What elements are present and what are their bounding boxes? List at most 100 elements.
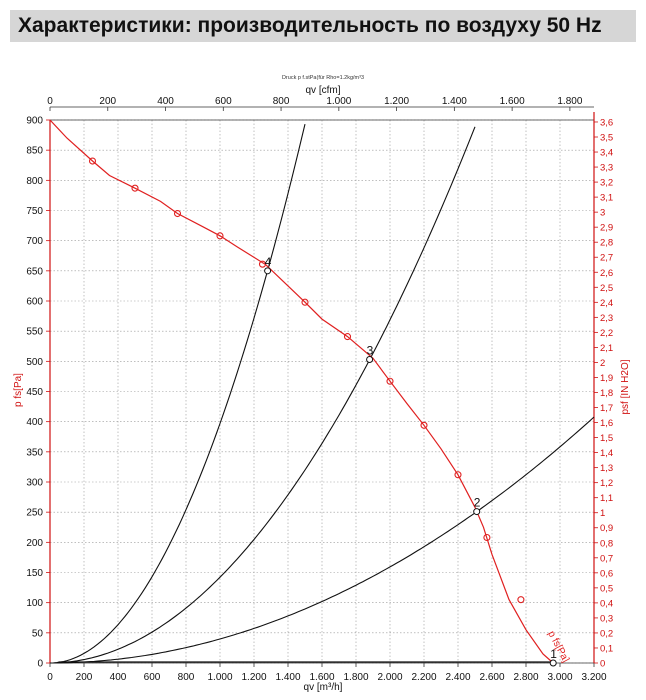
bottom-tick-label: 2.600 [479, 672, 504, 683]
bottom-tick-label: 1.800 [343, 672, 368, 683]
right-tick-label: 1,9 [600, 373, 613, 384]
right-tick-label: 0,1 [600, 643, 613, 654]
system-curve-2 [50, 126, 476, 664]
bottom-tick-label: 2.200 [411, 672, 436, 683]
right-tick-label: 0,3 [600, 613, 613, 624]
fan-curve-marker [386, 377, 394, 385]
bottom-tick-label: 200 [76, 672, 93, 683]
right-tick-label: 0,5 [600, 583, 613, 594]
right-tick-label: 2,5 [600, 283, 613, 294]
fan-curve-marker [88, 157, 97, 165]
bottom-tick-label: 600 [144, 672, 161, 683]
left-tick-label: 700 [26, 236, 43, 247]
grid-lines [49, 119, 595, 664]
right-tick-label: 0,9 [600, 523, 613, 534]
fan-curve-marker [216, 232, 224, 240]
left-tick-label: 350 [26, 447, 43, 458]
left-tick-label: 900 [26, 116, 43, 127]
left-tick-label: 100 [26, 598, 43, 609]
fan-curve-marker [420, 421, 428, 429]
left-tick-label: 400 [26, 417, 43, 428]
right-tick-label: 3 [600, 208, 605, 219]
bottom-tick-label: 400 [110, 672, 127, 683]
right-tick-label: 1,3 [600, 463, 613, 474]
right-tick-label: 1,5 [600, 433, 613, 444]
top-tick-label: 1.200 [384, 96, 409, 107]
right-tick-label: 1,2 [600, 478, 613, 489]
chart-subtitle: Druck p f.stPa(für Rho=1.2kg/m³3 [282, 75, 364, 81]
fan-curve-marker [517, 596, 525, 604]
top-tick-label: 200 [99, 96, 116, 107]
right-tick-label: 2,2 [600, 328, 613, 339]
left-tick-label: 650 [26, 266, 43, 277]
page-title: Характеристики: производительность по во… [18, 14, 602, 37]
title-bar: Характеристики: производительность по во… [10, 10, 636, 42]
right-tick-label: 2 [600, 358, 605, 369]
operating-point-3 [366, 356, 374, 364]
left-axis-title: p fs[Pa] [13, 373, 24, 407]
axes: 0 200 400 600 800 1.000 1.200 1.400 1.600 1.800 2.… [26, 96, 613, 683]
top-tick-label: 1.400 [442, 96, 467, 107]
right-tick-label: 3,6 [600, 117, 613, 128]
bottom-tick-label: 1.000 [207, 672, 232, 683]
fan-curve-marker [258, 260, 267, 268]
bottom-tick-label: 0 [47, 672, 53, 683]
system-curve-3 [50, 416, 595, 664]
operating-point-label: 3 [367, 344, 374, 358]
right-tick-label: 3,5 [600, 133, 613, 144]
right-tick-label: 1,1 [600, 493, 613, 504]
top-tick-label: 1.600 [500, 96, 525, 107]
fan-curve-marker [343, 333, 352, 341]
fan-curve-marker [454, 471, 462, 479]
left-tick-label: 0 [37, 659, 43, 670]
operating-point-1 [549, 659, 557, 667]
top-tick-label: 1.000 [326, 96, 351, 107]
right-tick-label: 2,9 [600, 223, 613, 234]
right-tick-label: 2,6 [600, 268, 613, 279]
bottom-tick-label: 2.800 [513, 672, 538, 683]
fan-curve-marker [301, 298, 309, 306]
left-tick-label: 750 [26, 206, 43, 217]
top-tick-label: 800 [273, 96, 290, 107]
top-tick-label: 0 [47, 96, 53, 107]
operating-point-4 [264, 267, 272, 275]
right-tick-label: 0,6 [600, 568, 613, 579]
right-tick-label: 1,8 [600, 388, 613, 399]
right-tick-label: 2,7 [600, 253, 613, 264]
right-tick-label: 1,4 [600, 448, 613, 459]
bottom-axis-title: qv [m³/h] [304, 682, 343, 693]
bottom-tick-label: 3.200 [581, 672, 606, 683]
right-tick-label: 1,6 [600, 418, 613, 429]
bottom-tick-label: 1.400 [275, 672, 300, 683]
right-tick-label: 3,3 [600, 163, 613, 174]
bottom-tick-label: 2.000 [377, 672, 402, 683]
operating-points: 1 2 3 4 [264, 255, 557, 667]
right-tick-label: 1 [600, 508, 605, 519]
system-curves [49, 123, 595, 664]
right-tick-label: 1,7 [600, 403, 613, 414]
bottom-tick-label: 2.400 [445, 672, 470, 683]
right-tick-label: 0,8 [600, 538, 613, 549]
right-tick-label: 2,8 [600, 238, 613, 249]
axis-labels: Druck p f.stPa(für Rho=1.2kg/m³3 qv [cfm]… [13, 75, 631, 693]
left-tick-label: 800 [26, 176, 43, 187]
bottom-tick-label: 1.600 [309, 672, 334, 683]
right-tick-label: 0,4 [600, 598, 613, 609]
left-tick-label: 50 [32, 628, 44, 639]
left-tick-label: 250 [26, 508, 43, 519]
right-tick-label: 0,7 [600, 553, 613, 564]
right-tick-label: 2,1 [600, 343, 613, 354]
right-tick-label: 0 [600, 659, 605, 670]
bottom-tick-label: 1.200 [241, 672, 266, 683]
operating-point-label: 4 [265, 255, 272, 269]
operating-point-2 [473, 508, 481, 516]
fan-curve-marker [131, 184, 139, 192]
left-tick-label: 300 [26, 478, 43, 489]
operating-point-label: 1 [550, 647, 557, 661]
right-tick-label: 3,1 [600, 193, 613, 204]
left-tick-label: 550 [26, 327, 43, 338]
bottom-tick-label: 3.000 [547, 672, 572, 683]
top-tick-label: 400 [157, 96, 174, 107]
left-tick-label: 200 [26, 538, 43, 549]
